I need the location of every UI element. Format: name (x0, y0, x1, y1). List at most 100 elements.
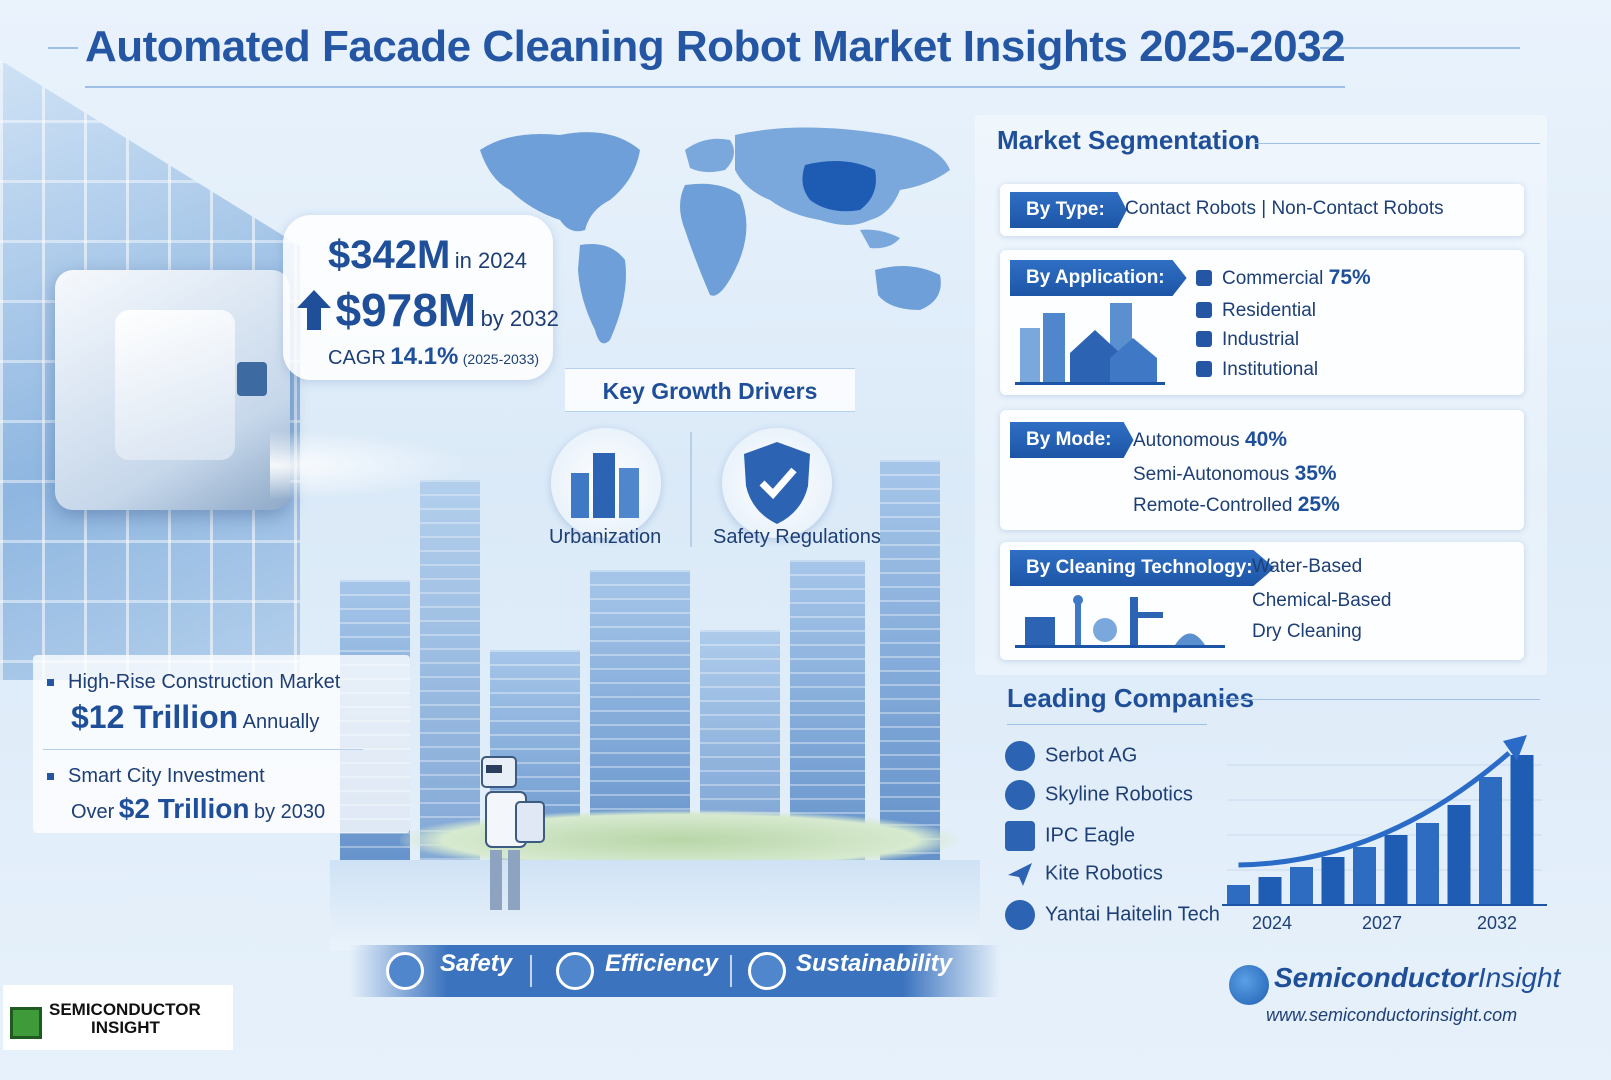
chart-trend-arrow (1238, 751, 1511, 868)
house-icon (1196, 302, 1212, 318)
cagr-value: 14.1% (390, 343, 459, 370)
market-value-2024: $342M (328, 233, 451, 277)
driver-label-safety: Safety Regulations (713, 526, 881, 548)
title-rule-right (1320, 47, 1520, 49)
company-item: Yantai Haitelin Tech (1005, 900, 1220, 930)
tech-item: Chemical-Based (1252, 590, 1392, 611)
chart-x-tick-label: 2027 (1362, 913, 1402, 933)
company-name: Yantai Haitelin Tech (1045, 903, 1220, 926)
leading-companies-rule (1215, 699, 1540, 700)
pillar-safety: Safety (440, 950, 513, 977)
market-2024-row: $342M in 2024 (328, 233, 527, 278)
briefcase-icon (1196, 270, 1212, 286)
market-value-2032: $978M (335, 284, 477, 336)
bullet-icon (47, 679, 54, 687)
chart-bar (1321, 857, 1345, 905)
buildings-houses-icon (1015, 303, 1165, 385)
tag-by-type: By Type: (1010, 192, 1127, 228)
chart-bar (1416, 823, 1439, 905)
leading-companies-title: Leading Companies (1007, 683, 1255, 713)
application-name: Institutional (1222, 359, 1319, 380)
mode-item: Remote-Controlled 25% (1133, 493, 1340, 517)
chart-trend-arrowhead (1503, 735, 1527, 761)
market-size-card: $342M in 2024 $978M by 2032 CAGR 14.1% (… (283, 215, 559, 380)
mode-name: Semi-Autonomous (1133, 464, 1290, 485)
logo-line1: SEMICONDUCTOR (49, 1000, 201, 1019)
chart-bar (1510, 755, 1534, 905)
drivers-divider (690, 432, 692, 547)
segment-by-cleaning-technology: By Cleaning Technology: Water-Based Chem… (1000, 542, 1524, 660)
robot-lamp (237, 362, 267, 396)
title-rule-left (48, 47, 78, 49)
company-item: Serbot AG (1005, 741, 1137, 771)
mode-item: Autonomous 40% (1133, 428, 1287, 452)
key-growth-drivers-title: Key Growth Drivers (565, 368, 855, 412)
leading-companies-underline (1007, 724, 1207, 725)
application-item-commercial: Commercial 75% (1196, 266, 1371, 290)
check-icon (386, 952, 424, 990)
market-2032-row: $978M by 2032 (297, 283, 559, 337)
logo-line2: INSIGHT (91, 1018, 160, 1037)
brand-name-bold: Semiconductor (1274, 962, 1478, 993)
cleaning-equipment-icon (1015, 595, 1225, 648)
brand-name: SemiconductorInsight (1274, 962, 1560, 994)
urbanization-icon (551, 428, 661, 538)
factory-icon (1196, 331, 1212, 347)
segmentation-rule (1255, 143, 1540, 144)
driver-label-urbanization: Urbanization (549, 526, 662, 548)
gauge-icon (556, 952, 594, 990)
tech-item: Water-Based (1252, 556, 1363, 577)
stat2-value-row: Over $2 Trillion by 2030 (71, 793, 325, 825)
chart-bar (1353, 847, 1376, 905)
brand-logo-icon (1229, 965, 1269, 1005)
stat1-value-row: $12 Trillion Annually (71, 699, 319, 736)
chart-x-tick-label: 2024 (1252, 913, 1292, 933)
market-label-2024: in 2024 (454, 248, 527, 273)
arrow-up-icon (297, 290, 331, 330)
basket-icon (1005, 780, 1035, 810)
company-name: IPC Eagle (1045, 824, 1136, 847)
chart-x-tick-label: 2032 (1477, 913, 1517, 933)
segment-by-application: By Application: Commercial 75% Residenti… (1000, 250, 1524, 395)
chart-bar (1227, 885, 1250, 905)
application-item-industrial: Industrial (1196, 329, 1299, 351)
brand-url[interactable]: www.semiconductorinsight.com (1266, 1005, 1518, 1025)
logo-text: SEMICONDUCTOR INSIGHT (49, 1001, 201, 1037)
company-name: Skyline Robotics (1045, 783, 1193, 806)
building-icon (1196, 361, 1212, 377)
growth-bar-chart: 2024 2027 2032 (1222, 735, 1547, 933)
company-item: Kite Robotics (1005, 859, 1163, 889)
mode-value: 35% (1294, 462, 1337, 485)
company-name: Kite Robotics (1045, 862, 1163, 885)
application-value: 75% (1328, 266, 1371, 289)
cagr-row: CAGR 14.1% (2025-2033) (328, 343, 539, 371)
application-name: Residential (1222, 300, 1316, 321)
tag-by-application: By Application: (1010, 260, 1187, 296)
segment-by-mode: By Mode: Autonomous 40% Semi-Autonomous … (1000, 410, 1524, 530)
left-stats-panel: High-Rise Construction Market $12 Trilli… (33, 655, 410, 833)
page-title: Automated Facade Cleaning Robot Market I… (85, 22, 1346, 71)
stat2-label: Smart City Investment (68, 765, 265, 787)
chart-bar (1384, 835, 1408, 905)
segmentation-title: Market Segmentation (997, 125, 1260, 155)
person-icon (1005, 741, 1035, 771)
corner-logo: SEMICONDUCTOR INSIGHT (3, 985, 233, 1050)
stat1-label: High-Rise Construction Market (68, 671, 341, 693)
pillars-ribbon (350, 945, 1000, 997)
application-name: Commercial (1222, 268, 1324, 289)
waterfront-illustration (330, 860, 980, 950)
cube-icon (1005, 821, 1035, 851)
stat1-suffix: Annually (242, 711, 320, 733)
mode-name: Remote-Controlled (1133, 495, 1293, 516)
pillar-separator (530, 955, 532, 987)
cagr-period: (2025-2033) (462, 351, 540, 367)
segment-by-type: By Type: Contact Robots | Non-Contact Ro… (1000, 184, 1524, 236)
shield-check-icon (722, 428, 832, 538)
pillar-sustainability: Sustainability (796, 950, 953, 977)
plane-icon (1005, 859, 1035, 889)
application-item-institutional: Institutional (1196, 359, 1318, 381)
pillar-efficiency: Efficiency (605, 950, 718, 977)
chart-bar (1290, 867, 1313, 905)
company-name: Serbot AG (1045, 744, 1138, 767)
by-type-text: Contact Robots | Non-Contact Robots (1125, 198, 1444, 219)
